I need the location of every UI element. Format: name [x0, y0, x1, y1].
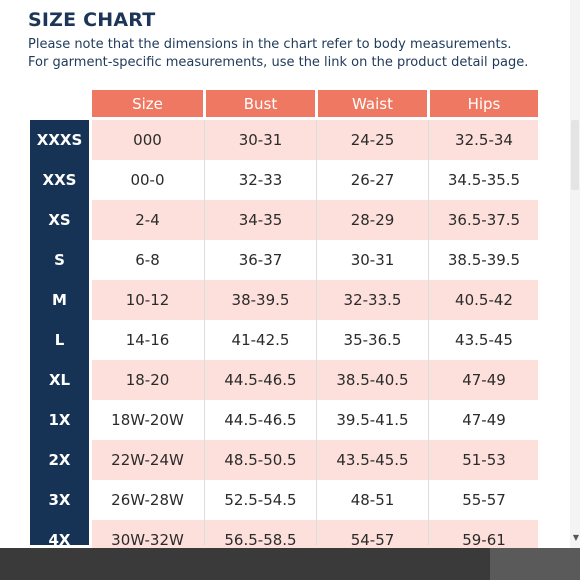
table-cell-bust: 44.5-46.5 [206, 400, 315, 440]
table-cell-hips: 47-49 [430, 360, 538, 400]
table-cell-waist: 24-25 [318, 120, 427, 160]
table-cell-waist: 28-29 [318, 200, 427, 240]
size-label: 3X [30, 480, 89, 520]
table-row: 2-4 34-35 28-29 36.5-37.5 [92, 200, 538, 240]
table-cell-hips: 38.5-39.5 [430, 240, 538, 280]
table-cell-bust: 32-33 [206, 160, 315, 200]
table-cell-waist: 39.5-41.5 [318, 400, 427, 440]
column-divider [428, 120, 429, 545]
table-cell-bust: 36-37 [206, 240, 315, 280]
table-cell-hips: 34.5-35.5 [430, 160, 538, 200]
table-cell-size: 10-12 [92, 280, 203, 320]
table-cell-bust: 41-42.5 [206, 320, 315, 360]
table-cell-bust: 38-39.5 [206, 280, 315, 320]
table-cell-hips: 43.5-45 [430, 320, 538, 360]
size-label: XXXS [30, 120, 89, 160]
size-label: XS [30, 200, 89, 240]
column-divider [316, 120, 317, 545]
column-header-size: Size [92, 90, 203, 117]
table-row: 000 30-31 24-25 32.5-34 [92, 120, 538, 160]
table-cell-size: 2-4 [92, 200, 203, 240]
table-cell-bust: 34-35 [206, 200, 315, 240]
table-cell-bust: 52.5-54.5 [206, 480, 315, 520]
column-header-hips: Hips [430, 90, 538, 117]
bottom-bar-right [490, 548, 580, 580]
size-label: M [30, 280, 89, 320]
note-line-1: Please note that the dimensions in the c… [28, 36, 528, 54]
table-cell-size: 00-0 [92, 160, 203, 200]
column-header-waist: Waist [318, 90, 427, 117]
table-cell-hips: 51-53 [430, 440, 538, 480]
scroll-down-arrow-icon[interactable]: ▼ [573, 533, 579, 542]
table-cell-size: 22W-24W [92, 440, 203, 480]
table-row: 10-12 38-39.5 32-33.5 40.5-42 [92, 280, 538, 320]
table-row: 26W-28W 52.5-54.5 48-51 55-57 [92, 480, 538, 520]
table-cell-hips: 36.5-37.5 [430, 200, 538, 240]
size-label: 2X [30, 440, 89, 480]
table-cell-size: 14-16 [92, 320, 203, 360]
scrollbar-track[interactable]: ▼ [570, 0, 580, 548]
table-row: 00-0 32-33 26-27 34.5-35.5 [92, 160, 538, 200]
table-cell-waist: 43.5-45.5 [318, 440, 427, 480]
size-label: S [30, 240, 89, 280]
table-cell-hips: 32.5-34 [430, 120, 538, 160]
table-cell-hips: 47-49 [430, 400, 538, 440]
note-line-2: For garment-specific measurements, use t… [28, 54, 528, 72]
size-label: 1X [30, 400, 89, 440]
table-cell-waist: 32-33.5 [318, 280, 427, 320]
page-title: SIZE CHART [28, 9, 155, 31]
scrollbar-thumb[interactable] [571, 120, 579, 190]
table-cell-waist: 48-51 [318, 480, 427, 520]
table-row: 22W-24W 48.5-50.5 43.5-45.5 51-53 [92, 440, 538, 480]
table-cell-waist: 26-27 [318, 160, 427, 200]
table-cell-size: 26W-28W [92, 480, 203, 520]
table-cell-waist: 35-36.5 [318, 320, 427, 360]
table-cell-bust: 30-31 [206, 120, 315, 160]
table-row: 14-16 41-42.5 35-36.5 43.5-45 [92, 320, 538, 360]
size-label: XL [30, 360, 89, 400]
table-cell-hips: 40.5-42 [430, 280, 538, 320]
table-cell-waist: 30-31 [318, 240, 427, 280]
table-cell-bust: 48.5-50.5 [206, 440, 315, 480]
measurement-note: Please note that the dimensions in the c… [28, 36, 528, 72]
table-cell-bust: 44.5-46.5 [206, 360, 315, 400]
column-divider [204, 120, 205, 545]
table-cell-waist: 38.5-40.5 [318, 360, 427, 400]
table-cell-hips: 55-57 [430, 480, 538, 520]
column-header-bust: Bust [206, 90, 315, 117]
size-label: XXS [30, 160, 89, 200]
table-row: 18-20 44.5-46.5 38.5-40.5 47-49 [92, 360, 538, 400]
table-cell-size: 6-8 [92, 240, 203, 280]
size-label: L [30, 320, 89, 360]
table-cell-size: 18W-20W [92, 400, 203, 440]
table-row: 6-8 36-37 30-31 38.5-39.5 [92, 240, 538, 280]
table-cell-size: 18-20 [92, 360, 203, 400]
table-row: 18W-20W 44.5-46.5 39.5-41.5 47-49 [92, 400, 538, 440]
table-cell-size: 000 [92, 120, 203, 160]
